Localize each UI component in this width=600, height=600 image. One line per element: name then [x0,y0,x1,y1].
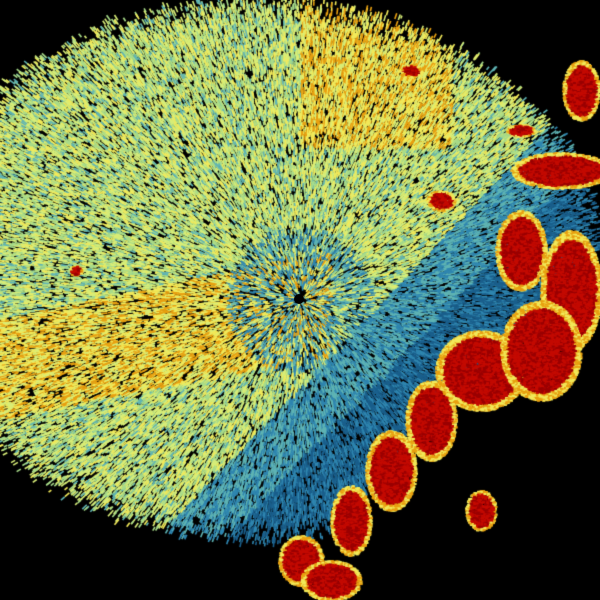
radar-site-marker [294,294,304,304]
